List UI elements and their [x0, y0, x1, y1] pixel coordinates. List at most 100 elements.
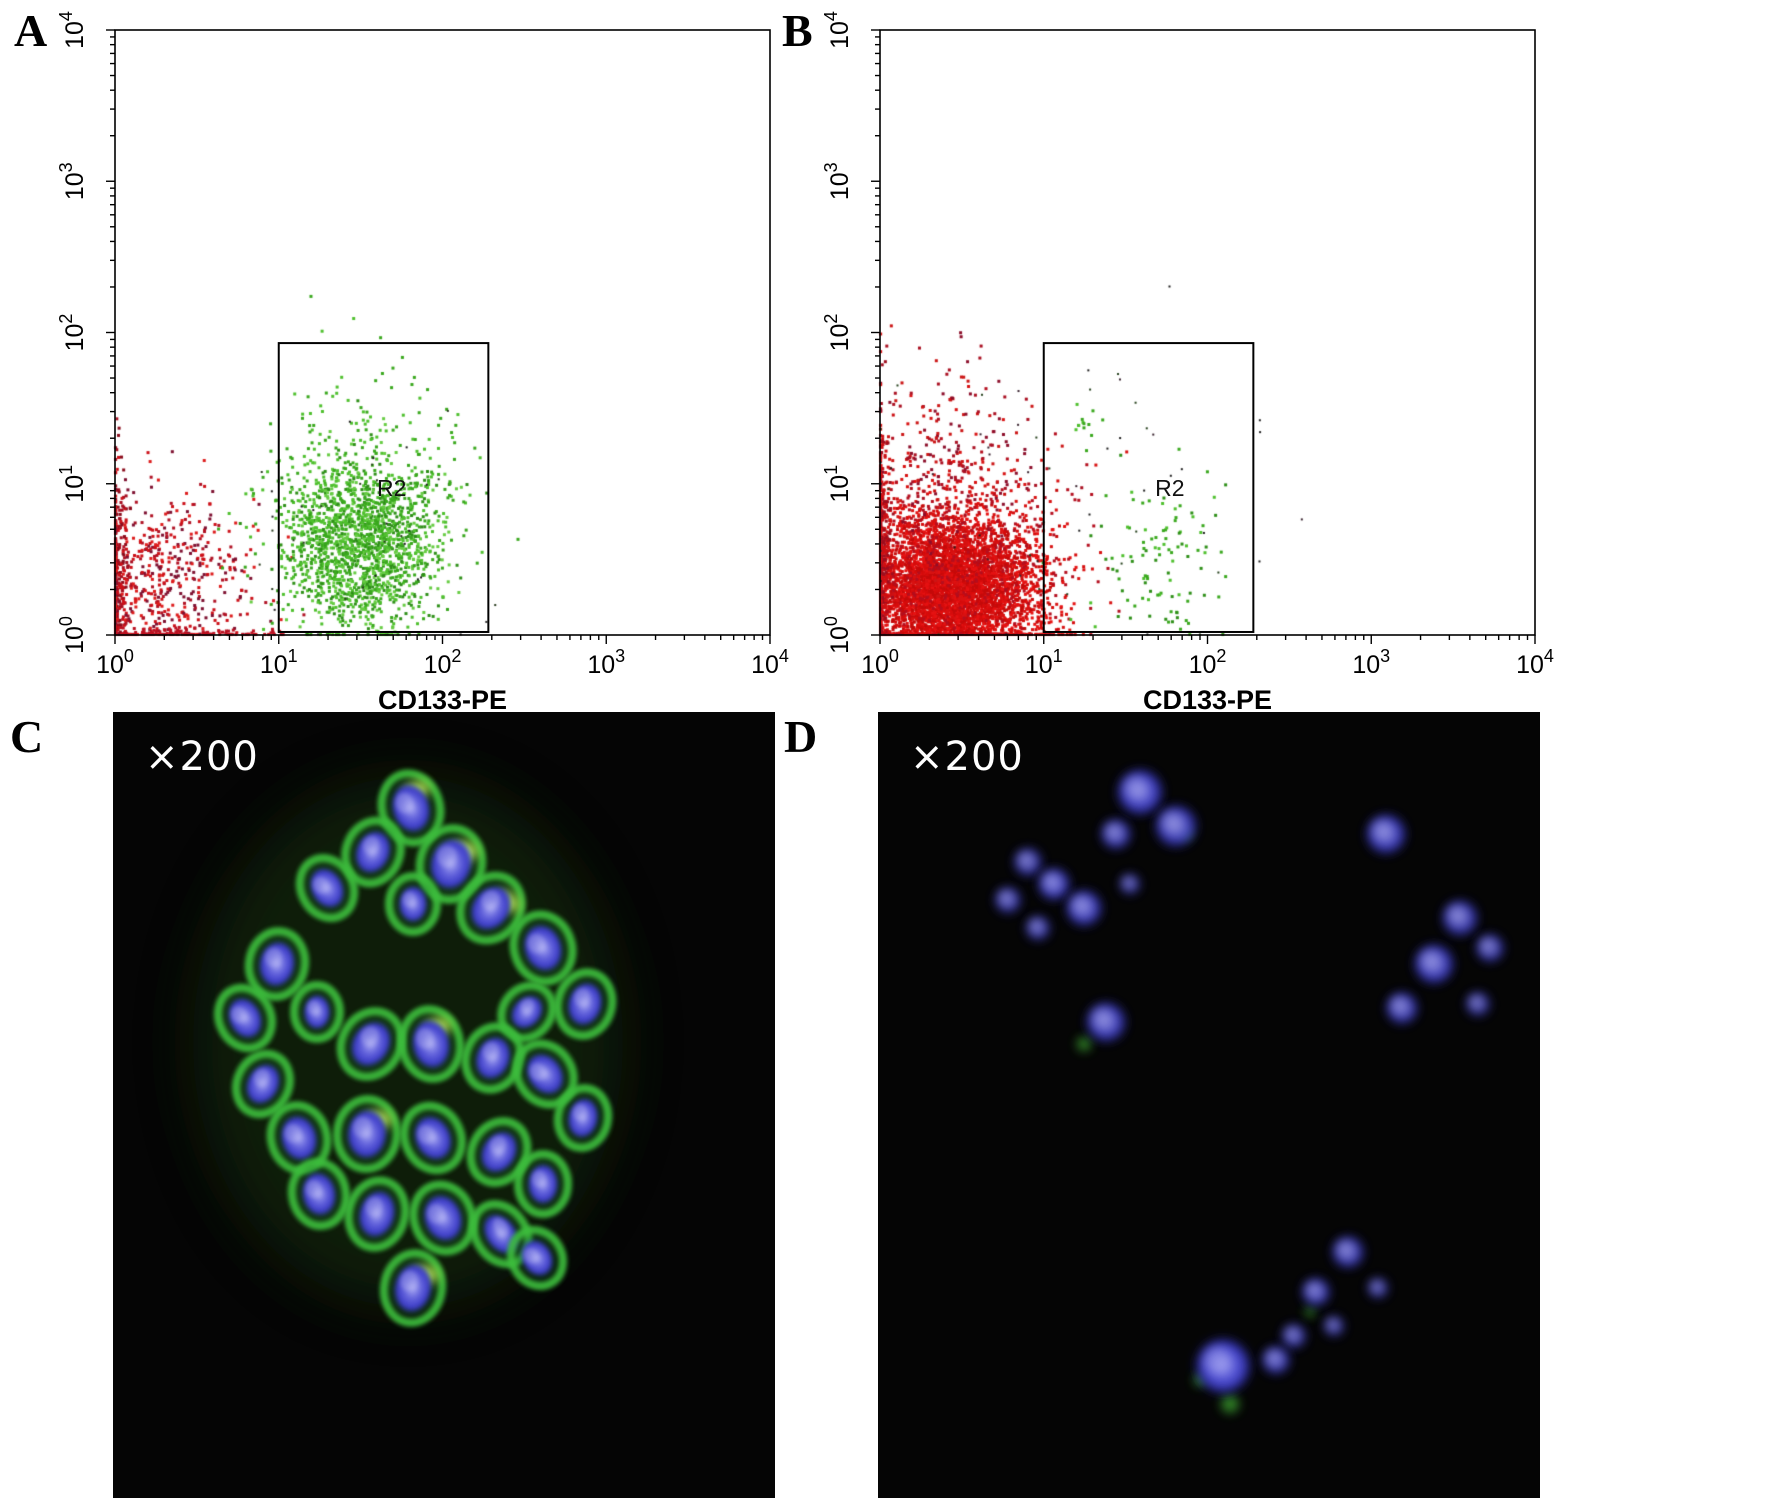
nucleus-highlight — [489, 1135, 507, 1154]
svg-text:103: 103 — [56, 162, 89, 200]
svg-text:104: 104 — [1516, 646, 1554, 679]
stained-cell — [244, 927, 310, 1001]
magnification-label-d: ×200 — [910, 734, 1024, 780]
stained-cell — [232, 1049, 294, 1119]
nucleus-highlight — [1390, 996, 1407, 1013]
nucleus-highlight — [1447, 905, 1465, 923]
nucleus-highlight — [307, 1000, 320, 1015]
svg-text:103: 103 — [821, 162, 854, 200]
nucleus-highlight — [998, 890, 1012, 904]
svg-text:100: 100 — [56, 616, 89, 654]
micrograph-d: ×200 — [878, 712, 1540, 1498]
svg-text:104: 104 — [56, 11, 89, 49]
stained-cell — [332, 1095, 402, 1173]
nucleus-highlight — [1480, 938, 1494, 952]
nucleus-highlight — [531, 1170, 547, 1188]
svg-text:102: 102 — [1189, 646, 1227, 679]
panel-label-d: D — [784, 711, 818, 762]
nucleus-highlight — [427, 1203, 446, 1224]
nucleus-highlight — [417, 1125, 435, 1144]
nucleus-highlight — [1071, 895, 1089, 913]
micrograph-d-cells — [994, 768, 1505, 1413]
nucleus-highlight — [1420, 950, 1440, 970]
nucleus-highlight — [1285, 1327, 1298, 1340]
stained-cell — [377, 769, 445, 847]
axis-ticks — [106, 29, 771, 644]
green-fleck — [1305, 1307, 1315, 1317]
nucleus-highlight — [527, 933, 546, 954]
nucleus-highlight — [352, 1116, 372, 1138]
nucleus-highlight — [230, 1006, 247, 1024]
svg-text:102: 102 — [424, 646, 462, 679]
plot-frame — [879, 29, 1536, 636]
green-fleck — [1077, 1037, 1091, 1051]
nucleus-highlight — [1018, 852, 1032, 866]
x-axis-label: CD133-PE — [1143, 685, 1272, 712]
gate-label: R2 — [1155, 475, 1184, 501]
nucleus-highlight — [1204, 1347, 1231, 1374]
nucleus-highlight — [264, 947, 282, 967]
svg-text:100: 100 — [861, 646, 899, 679]
nucleus-highlight — [482, 1041, 499, 1061]
stained-cell — [553, 1084, 613, 1152]
nucleus-highlight — [253, 1068, 270, 1086]
nucleus-highlight — [572, 1103, 588, 1121]
nucleus-highlight — [1372, 820, 1392, 840]
nucleus-highlight — [1161, 811, 1182, 832]
x-axis-label: CD133-PE — [378, 685, 507, 712]
nucleus-highlight — [573, 988, 591, 1007]
gate-label: R2 — [377, 475, 406, 501]
nucleus-highlight — [437, 845, 457, 868]
svg-text:102: 102 — [56, 314, 89, 352]
nucleus-highlight — [362, 835, 380, 855]
nucleus-highlight — [1124, 776, 1146, 798]
nucleus-highlight — [415, 1028, 434, 1049]
flow-cytometry-plot-b: 100 100 101 101 102 102 103 103 104 104 R2 CD133-PE — [765, 0, 1651, 712]
nucleus-highlight — [1042, 872, 1059, 889]
nucleus-highlight — [1105, 823, 1120, 838]
nucleus-highlight — [402, 891, 416, 907]
nucleus-highlight — [400, 1270, 419, 1292]
flow-scatter-points-b — [765, 0, 1651, 712]
nucleus-highlight — [1029, 919, 1042, 932]
nucleus-highlight — [360, 1026, 380, 1046]
axis-ticks — [871, 29, 1536, 644]
stained-cell — [295, 854, 359, 922]
nucleus-highlight — [365, 1196, 383, 1217]
nucleus-highlight — [395, 792, 414, 814]
nucleus-highlight — [284, 1123, 302, 1143]
nucleus-highlight — [520, 998, 535, 1014]
nucleus-highlight — [1336, 1240, 1353, 1257]
flow-scatter-points-a — [0, 0, 886, 712]
nucleus-highlight — [1370, 1280, 1381, 1291]
nucleus-highlight — [312, 876, 329, 894]
svg-text:101: 101 — [821, 465, 854, 503]
nucleus-highlight — [481, 890, 500, 910]
svg-text:104: 104 — [821, 11, 854, 49]
nucleus-highlight — [1469, 995, 1482, 1008]
stained-cell — [553, 968, 617, 1040]
nucleus-highlight — [523, 1247, 539, 1264]
svg-text:101: 101 — [56, 465, 89, 503]
panel-label-c: C — [10, 711, 44, 762]
svg-text:100: 100 — [821, 616, 854, 654]
stained-cell — [266, 1101, 332, 1175]
stained-cell — [344, 1176, 410, 1252]
svg-text:101: 101 — [260, 646, 298, 679]
nucleus-highlight — [1266, 1350, 1280, 1364]
stained-cell — [456, 871, 526, 945]
svg-text:100: 100 — [96, 646, 134, 679]
svg-text:101: 101 — [1025, 646, 1063, 679]
svg-text:103: 103 — [1352, 646, 1390, 679]
svg-text:102: 102 — [821, 314, 854, 352]
nucleus-highlight — [493, 1217, 509, 1237]
stained-cell — [400, 1101, 466, 1175]
stained-cell — [214, 983, 276, 1053]
green-fleck — [1221, 1395, 1239, 1413]
stained-cell — [336, 1007, 406, 1081]
